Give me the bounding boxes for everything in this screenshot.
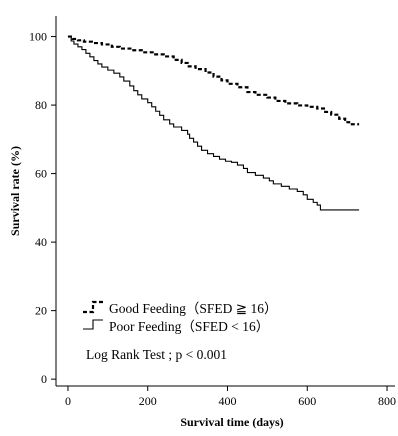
x-tick-label: 200 xyxy=(139,394,157,408)
y-tick-label: 80 xyxy=(35,98,47,112)
x-tick-label: 400 xyxy=(218,394,236,408)
legend-swatch-good-feeding xyxy=(83,300,103,314)
series-line-good-feeding xyxy=(67,35,360,126)
y-axis-title: Survival rate (%) xyxy=(8,146,22,236)
legend-label-good-feeding: Good Feeding（SFED ≧ 16） xyxy=(109,301,277,316)
series-line-poor-feeding xyxy=(67,36,360,211)
y-tick-label: 100 xyxy=(29,30,47,44)
x-tick-label: 800 xyxy=(378,394,396,408)
y-tick-label: 20 xyxy=(35,304,47,318)
y-tick-label: 0 xyxy=(41,372,47,386)
legend-label-poor-feeding: Poor Feeding（SFED < 16） xyxy=(109,319,269,334)
log-rank-annotation: Log Rank Test ; p < 0.001 xyxy=(86,347,227,362)
x-tick-label: 0 xyxy=(65,394,71,408)
axes xyxy=(55,16,395,387)
x-tick-label: 600 xyxy=(298,394,316,408)
x-axis-title: Survival time (days) xyxy=(180,415,283,429)
series-layer xyxy=(67,35,360,211)
y-tick-label: 40 xyxy=(35,235,47,249)
legend-swatch-poor-feeding xyxy=(83,319,103,330)
x-axis-ticks: 0 200 400 600 800 xyxy=(65,386,396,408)
y-axis-ticks: 0 20 40 60 80 100 xyxy=(29,30,56,386)
y-tick-label: 60 xyxy=(35,167,47,181)
legend: Good Feeding（SFED ≧ 16） Poor Feeding（SFE… xyxy=(83,300,277,334)
